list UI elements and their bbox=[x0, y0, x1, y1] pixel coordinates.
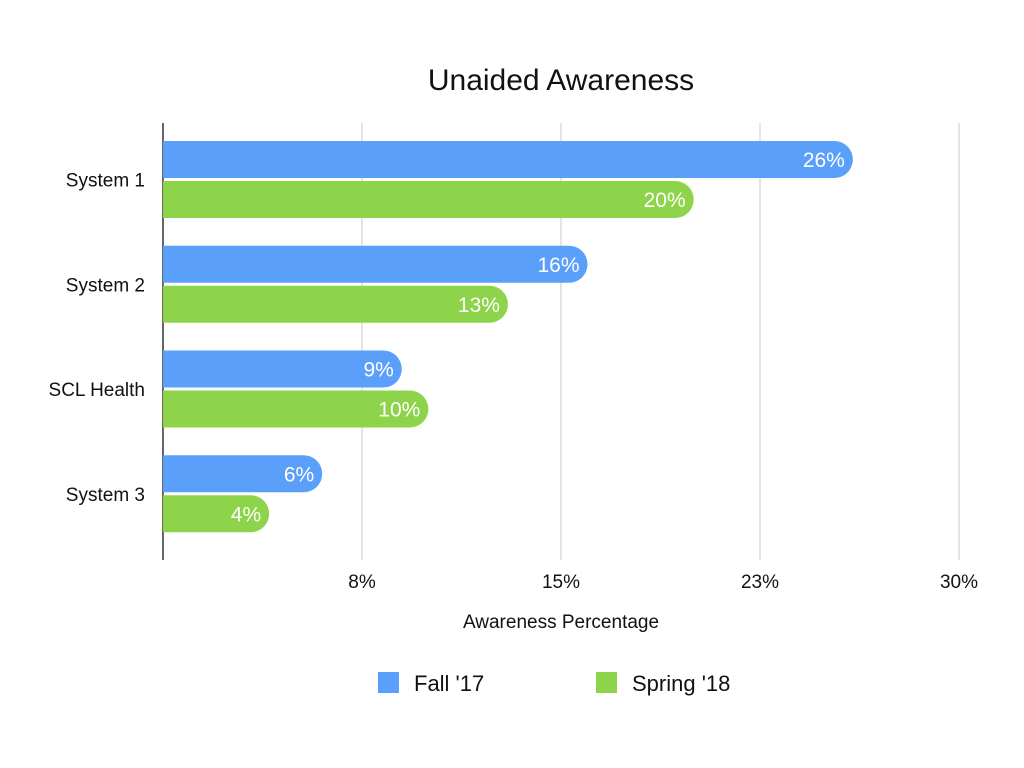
bar-data-label: 4% bbox=[231, 503, 261, 526]
legend-label: Spring '18 bbox=[632, 671, 730, 696]
legend-swatch bbox=[378, 672, 399, 693]
bar bbox=[163, 181, 694, 218]
bar bbox=[163, 285, 508, 323]
x-tick-label: 8% bbox=[348, 572, 376, 593]
category-label: System 2 bbox=[66, 275, 145, 296]
legend-swatch bbox=[596, 672, 617, 693]
category-labels: System 1 System 2 SCL Health System 3 bbox=[49, 171, 145, 506]
bar-data-label: 10% bbox=[378, 399, 420, 422]
x-tick-label: 30% bbox=[940, 572, 978, 593]
bar-data-label: 20% bbox=[644, 189, 686, 212]
bar-data-label: 9% bbox=[363, 359, 393, 382]
x-tick-label: 23% bbox=[741, 572, 779, 593]
bar bbox=[163, 455, 323, 493]
bar bbox=[163, 390, 429, 428]
bar bbox=[163, 495, 270, 533]
legend: Fall '17 Spring '18 bbox=[378, 671, 730, 696]
bar-data-label: 16% bbox=[538, 254, 580, 277]
bar bbox=[163, 141, 853, 178]
bar-data-label: 13% bbox=[458, 294, 500, 317]
legend-label: Fall '17 bbox=[414, 671, 484, 696]
x-tick-labels: 8% 15% 23% 30% bbox=[348, 572, 978, 593]
category-label: System 1 bbox=[66, 171, 145, 192]
bar bbox=[163, 245, 588, 283]
bars: 26% 20% 16% 13% 9% 10% 6% 4% bbox=[163, 141, 853, 533]
bar-data-label: 26% bbox=[803, 149, 845, 172]
x-axis-title: Awareness Percentage bbox=[463, 612, 659, 633]
category-label: SCL Health bbox=[49, 380, 145, 401]
bar-data-label: 6% bbox=[284, 463, 314, 486]
bar bbox=[163, 350, 402, 388]
chart-title: Unaided Awareness bbox=[428, 64, 694, 97]
x-tick-label: 15% bbox=[542, 572, 580, 593]
category-label: System 3 bbox=[66, 485, 145, 506]
